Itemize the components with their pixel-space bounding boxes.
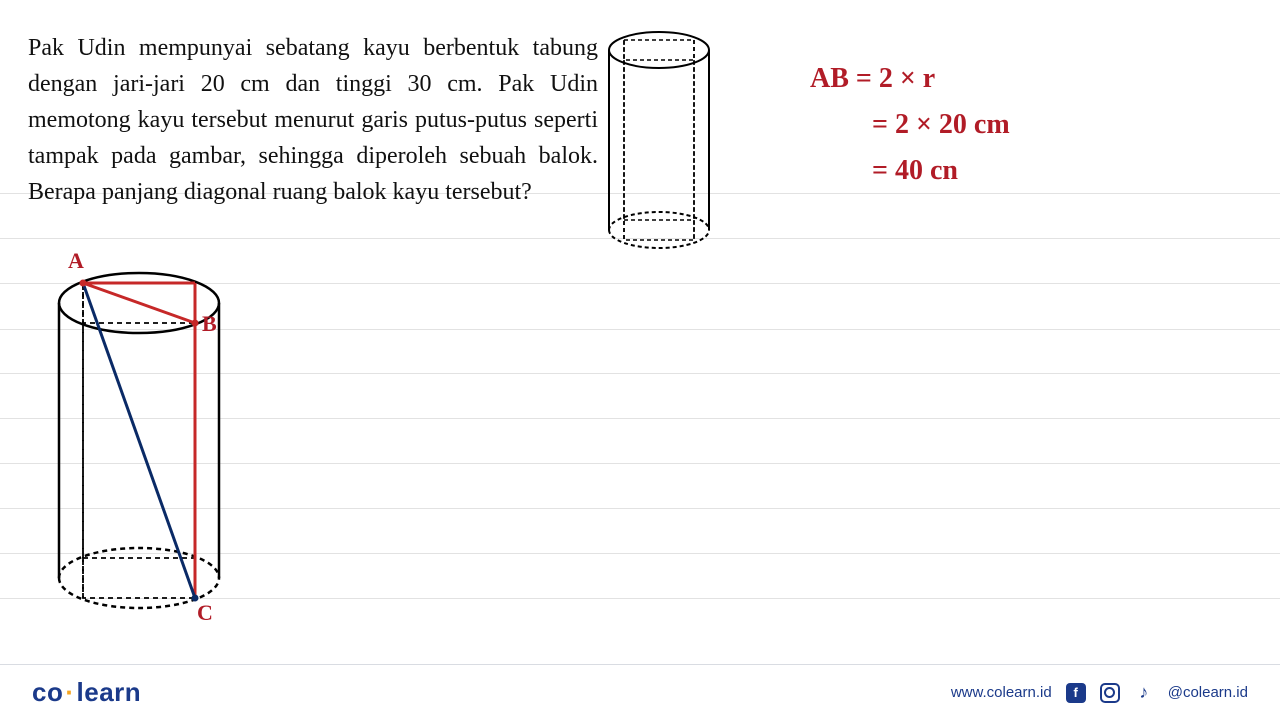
logo-text-2: learn — [77, 677, 142, 707]
handwriting-line-1: AB = 2 × r — [810, 56, 1010, 102]
footer-handle: @colearn.id — [1168, 684, 1248, 701]
footer-right: www.colearn.id f ♪ @colearn.id — [951, 683, 1248, 703]
instagram-icon — [1100, 683, 1120, 703]
page-root: Pak Udin mempunyai sebatang kayu berbent… — [0, 0, 1280, 720]
logo-text-1: co — [32, 677, 63, 707]
label-A: A — [68, 248, 84, 273]
label-C: C — [197, 600, 213, 625]
problem-text: Pak Udin mempunyai sebatang kayu berbent… — [28, 30, 598, 210]
footer: co·learn www.colearn.id f ♪ @colearn.id — [0, 664, 1280, 720]
tiktok-icon: ♪ — [1134, 683, 1154, 703]
handwriting-line-2: = 2 × 20 cm — [810, 102, 1010, 148]
facebook-icon: f — [1066, 683, 1086, 703]
brand-logo: co·learn — [32, 677, 141, 708]
figure-large-cylinder: A B C — [54, 248, 254, 628]
label-B: B — [202, 311, 217, 336]
handwriting-line-3: = 40 cn — [810, 148, 1010, 194]
logo-dot: · — [65, 677, 74, 707]
handwriting-block: AB = 2 × r = 2 × 20 cm = 40 cn — [810, 56, 1010, 194]
figure-small-cylinder — [604, 30, 719, 255]
footer-url: www.colearn.id — [951, 684, 1052, 701]
